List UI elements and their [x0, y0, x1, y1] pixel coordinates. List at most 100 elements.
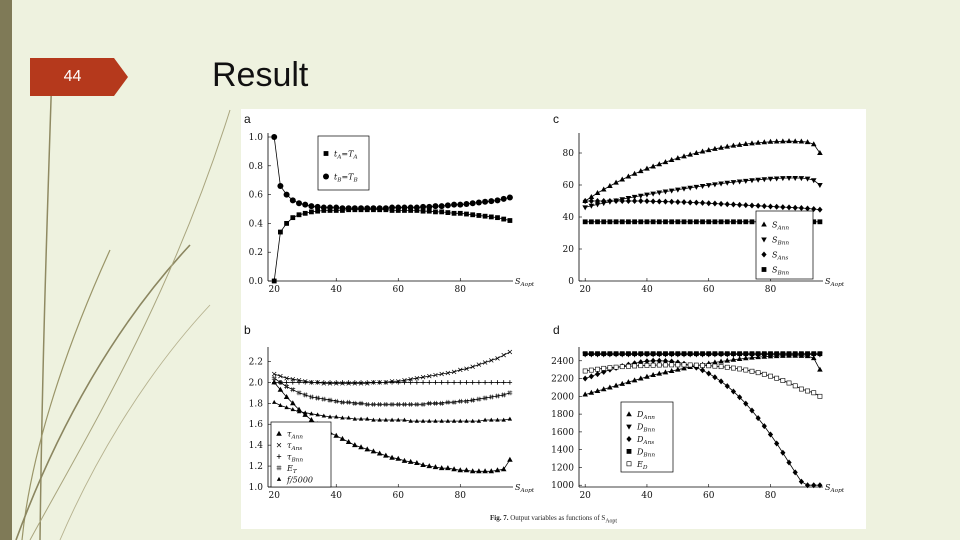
- data-point: [637, 168, 644, 174]
- data-point: [699, 148, 706, 154]
- data-point: [668, 188, 675, 194]
- data-point: [780, 176, 786, 182]
- data-point: [718, 364, 724, 370]
- x-tick-label-c: 60: [703, 285, 715, 295]
- data-point: [445, 418, 451, 423]
- data-point: [613, 219, 619, 225]
- data-point: [463, 467, 470, 473]
- legend-marker: [761, 251, 767, 258]
- data-point: [420, 380, 426, 385]
- data-point: [792, 383, 798, 389]
- data-point: [345, 205, 352, 212]
- data-point: [644, 165, 650, 171]
- data-point: [476, 380, 482, 385]
- data-point: [638, 198, 644, 204]
- series-line: [274, 351, 511, 384]
- data-point: [309, 394, 314, 400]
- data-point: [364, 205, 371, 212]
- data-point: [724, 180, 731, 186]
- data-point: [804, 176, 811, 182]
- data-point: [811, 482, 817, 489]
- data-point: [457, 201, 464, 208]
- data-point: [272, 380, 277, 385]
- data-point: [687, 199, 693, 206]
- legend-a: tA=TA tB=TB: [317, 135, 370, 191]
- data-point: [315, 380, 320, 385]
- data-point: [445, 370, 451, 376]
- y-tick-label-a: 1.0: [249, 133, 264, 143]
- data-point: [278, 403, 283, 407]
- data-point: [681, 199, 687, 206]
- data-point: [631, 198, 638, 204]
- data-point: [482, 198, 489, 205]
- data-point: [607, 198, 613, 204]
- data-point: [656, 219, 662, 225]
- data-point: [594, 198, 601, 204]
- data-point: [625, 198, 632, 204]
- data-point: [737, 366, 743, 372]
- x-axis-label-c: SAopt: [825, 277, 845, 288]
- panel-letter-d: d: [553, 323, 560, 337]
- chart-panel-c: c 20 40 60 80 0 20 40 60 80 SAopt SAnn SBnn SAns SBnn: [553, 112, 845, 295]
- data-point: [730, 201, 737, 208]
- data-point: [321, 396, 327, 402]
- data-point: [817, 150, 823, 155]
- data-point: [371, 417, 376, 422]
- data-point: [296, 390, 302, 396]
- data-point: [693, 351, 699, 357]
- data-point: [792, 204, 798, 211]
- y-tick-label-b: 1.2: [249, 462, 263, 472]
- data-point: [687, 185, 693, 191]
- data-point: [613, 364, 619, 370]
- data-point: [607, 219, 613, 225]
- data-point: [774, 351, 780, 357]
- data-point: [638, 363, 644, 369]
- data-point: [718, 358, 724, 364]
- data-point: [656, 161, 663, 167]
- x-tick-label-c: 80: [765, 285, 777, 295]
- data-point: [383, 401, 389, 407]
- data-point: [693, 362, 699, 368]
- legend-marker: [276, 465, 282, 471]
- x-tick-label-b: 80: [455, 491, 467, 501]
- data-point: [595, 219, 600, 225]
- data-point: [389, 401, 395, 407]
- data-point: [327, 397, 333, 403]
- data-point: [308, 203, 315, 210]
- data-point: [712, 374, 718, 381]
- data-point: [358, 205, 365, 212]
- legend-c: SAnn SBnn SAns SBnn: [755, 210, 814, 280]
- data-point: [494, 197, 501, 204]
- data-point: [457, 467, 464, 473]
- data-point: [433, 418, 438, 423]
- data-point: [662, 198, 669, 205]
- data-point: [476, 213, 482, 218]
- data-point: [395, 455, 402, 461]
- data-point: [488, 214, 494, 220]
- data-point: [315, 412, 320, 417]
- data-point: [731, 219, 736, 225]
- data-point: [383, 417, 389, 422]
- legend-label: τBnn: [287, 453, 303, 464]
- data-point: [693, 219, 699, 225]
- data-point: [309, 411, 314, 416]
- data-point: [626, 351, 631, 357]
- data-point: [283, 191, 290, 198]
- data-point: [488, 468, 495, 474]
- series-c-0: [582, 138, 823, 203]
- data-point: [271, 375, 277, 381]
- data-point: [650, 219, 656, 225]
- data-point: [327, 204, 334, 211]
- data-point: [668, 368, 675, 373]
- data-point: [730, 180, 737, 186]
- data-point: [637, 375, 644, 381]
- data-point: [619, 176, 626, 182]
- data-point: [798, 478, 804, 485]
- data-point: [650, 191, 656, 197]
- data-point: [582, 219, 588, 225]
- data-point: [408, 418, 413, 423]
- data-point: [272, 399, 277, 404]
- x-tick-label-c: 40: [641, 285, 653, 295]
- data-point: [414, 418, 420, 423]
- data-point: [774, 440, 780, 447]
